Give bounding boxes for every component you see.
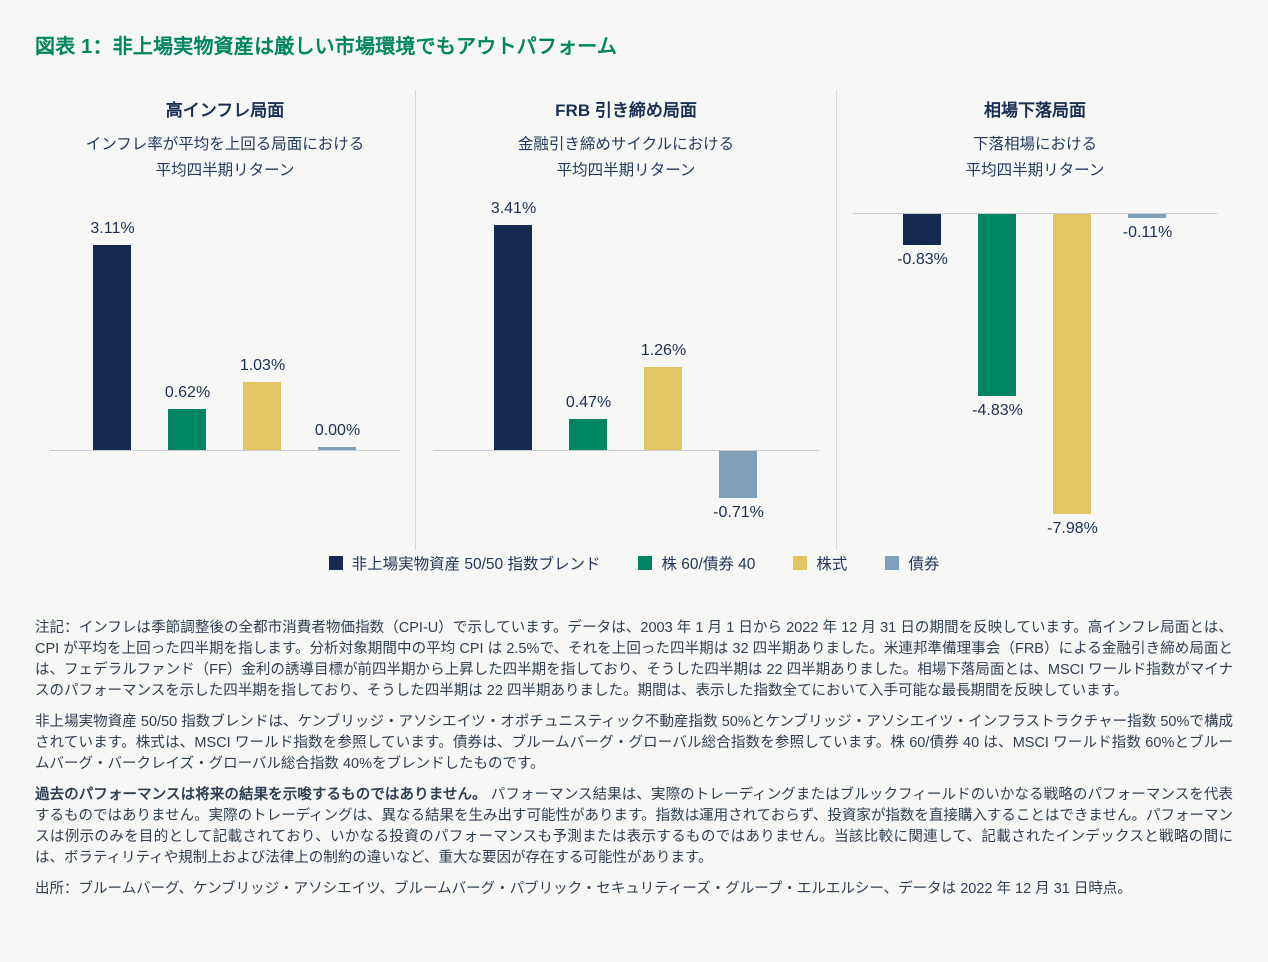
bar-group: -0.83% -4.83% -7.98% -0.11%: [885, 200, 1185, 550]
panel-subtitle-line2: 平均四半期リターン: [556, 162, 696, 179]
panel-subtitle-line2: 平均四半期リターン: [155, 162, 295, 179]
bar-slot: 1.26%: [626, 200, 701, 550]
bar-series-3: [719, 451, 757, 498]
axis-baseline: [852, 213, 1218, 214]
bar-value-label: 0.62%: [164, 384, 211, 402]
bar-series-1: [978, 214, 1016, 396]
bar-value-label: -4.83%: [972, 401, 1023, 419]
bar-series-2: [243, 382, 281, 450]
bar-series-1: [168, 409, 206, 450]
legend-swatch-navy: [328, 556, 343, 570]
legend-swatch-green: [638, 556, 653, 570]
bar-value-label: 3.11%: [90, 219, 135, 237]
bar-value-label: 0.00%: [314, 422, 361, 439]
footnote-disclaimer: 過去のパフォーマンスは将来の結果を示唆するものではありません。 パフォーマンス結…: [35, 785, 1233, 869]
footnote-index-definitions: 非上場実物資産 50/50 指数ブレンドは、ケンブリッジ・アソシエイツ・オポチュ…: [35, 714, 1233, 772]
bar-value-label: 3.41%: [490, 199, 537, 217]
legend-item-60-40: 株 60/債券 40: [638, 552, 755, 574]
legend-label: 株式: [816, 556, 848, 573]
legend-label: 債券: [908, 556, 940, 573]
bar-value-label: 1.26%: [640, 341, 687, 359]
legend-item-bonds: 債券: [885, 552, 939, 574]
panel-market-decline: 相場下落局面 下落相場における 平均四半期リターン -0.83% -4.83% -7…: [837, 90, 1233, 550]
legend-swatch-gold: [793, 556, 808, 570]
panel-subtitle-line1: インフレ率が平均を上回る局面における: [85, 136, 365, 153]
legend-swatch-bluegray: [885, 556, 900, 570]
panel-subtitle-line2: 平均四半期リターン: [965, 162, 1105, 179]
legend-label: 非上場実物資産 50/50 指数ブレンド: [351, 556, 601, 573]
bar-slot: 0.62%: [150, 200, 225, 550]
panel-subtitle-line1: 金融引き締めサイクルにおける: [517, 136, 735, 153]
panel-subtitle: 下落相場における 平均四半期リターン: [837, 132, 1233, 184]
panel-subtitle-line1: 下落相場における: [972, 136, 1097, 153]
footnote-source: 出所：ブルームバーグ、ケンブリッジ・アソシエイツ、ブルームバーグ・パブリック・セ…: [35, 881, 1132, 897]
bar-series-3: [1128, 214, 1166, 219]
legend-label: 株 60/債券 40: [661, 556, 756, 573]
bar-series-0: [93, 244, 131, 450]
footnote-disclaimer-rest: パフォーマンス結果は、実際のトレーディングまたはブルックフィールドのいかなる戦略…: [35, 787, 1233, 866]
bar-value-label: -0.83%: [897, 251, 948, 269]
bar-slot: -0.11%: [1110, 200, 1185, 550]
bar-chart-market-decline: -0.83% -4.83% -7.98% -0.11%: [837, 200, 1233, 550]
bar-slot: -0.83%: [885, 200, 960, 550]
footnote-methodology: 注記：インフレは季節調整後の全都市消費者物価指数（CPI-U）で示しています。デ…: [35, 620, 1233, 699]
chart-panels: 高インフレ局面 インフレ率が平均を上回る局面における 平均四半期リターン 3.1…: [35, 90, 1233, 550]
panel-subtitle: 金融引き締めサイクルにおける 平均四半期リターン: [416, 132, 836, 184]
bar-slot: 0.00%: [300, 200, 375, 550]
panel-subtitle: インフレ率が平均を上回る局面における 平均四半期リターン: [35, 132, 415, 184]
bar-group: 3.11% 0.62% 1.03% 0.00%: [75, 200, 375, 550]
bar-value-label: -0.71%: [713, 503, 764, 521]
bar-value-label: -7.98%: [1047, 520, 1098, 538]
legend-item-equities: 株式: [793, 552, 847, 574]
legend-item-private-real-assets: 非上場実物資産 50/50 指数ブレンド: [328, 552, 601, 574]
panel-title: FRB 引き締め局面: [555, 101, 697, 120]
bar-series-0: [494, 224, 532, 450]
bar-series-2: [1053, 214, 1091, 515]
bar-slot: 3.11%: [75, 200, 150, 550]
axis-baseline: [432, 450, 820, 451]
bar-chart-fed-tightening: 3.41% 0.47% 1.26% -0.71%: [416, 200, 836, 550]
bar-slot: 3.41%: [476, 200, 551, 550]
axis-baseline: [50, 450, 400, 451]
chart-legend: 非上場実物資産 50/50 指数ブレンド 株 60/債券 40 株式 債券: [0, 552, 1268, 574]
bar-chart-high-inflation: 3.11% 0.62% 1.03% 0.00%: [35, 200, 415, 550]
bar-group: 3.41% 0.47% 1.26% -0.71%: [476, 200, 776, 550]
bar-slot: -7.98%: [1035, 200, 1110, 550]
bar-value-label: -0.11%: [1122, 224, 1173, 242]
footnotes: 注記：インフレは季節調整後の全都市消費者物価指数（CPI-U）で示しています。デ…: [35, 618, 1233, 910]
bar-slot: -4.83%: [960, 200, 1035, 550]
bar-series-0: [903, 214, 941, 246]
bar-slot: -0.71%: [701, 200, 776, 550]
footnote-disclaimer-lead: 過去のパフォーマンスは将来の結果を示唆するものではありません。: [35, 787, 487, 803]
bar-slot: 0.47%: [551, 200, 626, 550]
panel-title: 高インフレ局面: [165, 101, 285, 120]
bar-value-label: 1.03%: [239, 357, 286, 375]
panel-high-inflation: 高インフレ局面 インフレ率が平均を上回る局面における 平均四半期リターン 3.1…: [35, 90, 415, 550]
figure-title: 図表 1：非上場実物資産は厳しい市場環境でもアウトパフォーム: [35, 36, 618, 58]
panel-title: 相場下落局面: [984, 101, 1086, 120]
panel-fed-tightening: FRB 引き締め局面 金融引き締めサイクルにおける 平均四半期リターン 3.41…: [415, 90, 837, 550]
bar-value-label: 0.47%: [565, 393, 612, 411]
bar-series-1: [569, 418, 607, 450]
bar-series-2: [644, 366, 682, 450]
bar-series-3: [318, 447, 356, 450]
bar-slot: 1.03%: [225, 200, 300, 550]
